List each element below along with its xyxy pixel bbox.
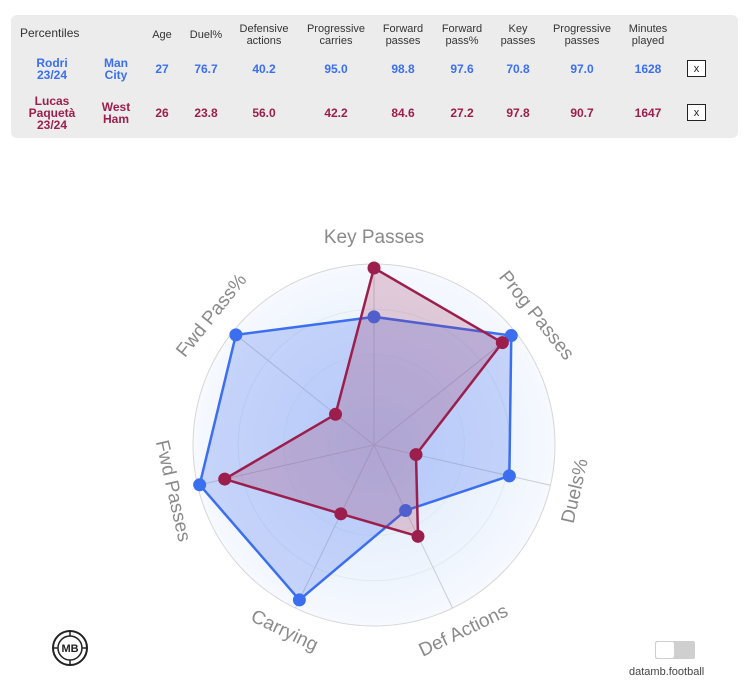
- table-cell: 84.6: [391, 106, 415, 120]
- table-cell: 97.6: [450, 62, 474, 76]
- radar-spoke: [373, 444, 551, 486]
- axis-label: Fwd Passes: [151, 438, 195, 544]
- data-point: [229, 328, 243, 342]
- data-point: [399, 504, 413, 518]
- data-point: [502, 469, 516, 483]
- table-cell: 56.0: [252, 106, 276, 120]
- data-point: [495, 336, 509, 350]
- data-point: [329, 407, 343, 421]
- series-area: [198, 315, 513, 602]
- column-header: Progressive carries: [306, 23, 366, 47]
- remove-player-button[interactable]: x: [687, 104, 706, 121]
- table-cell: 97.8: [506, 106, 530, 120]
- data-point: [292, 593, 306, 607]
- comparison-table: Percentiles Age Duel% Defensive actions Pro…: [11, 15, 738, 138]
- table-cell: 76.7: [194, 62, 218, 76]
- table-cell: 98.8: [391, 62, 415, 76]
- column-header: Key passes: [500, 23, 536, 47]
- table-cell: 97.0: [570, 62, 594, 76]
- data-point: [411, 529, 425, 543]
- column-header: Defensive actions: [239, 23, 289, 47]
- table-cell: 95.0: [324, 62, 348, 76]
- data-point: [504, 329, 518, 343]
- mb-logo-icon: MB: [52, 630, 88, 666]
- radar-spoke: [295, 444, 375, 609]
- table-cell: 23.8: [194, 106, 218, 120]
- theme-toggle[interactable]: [655, 641, 695, 659]
- axis-label: Duels%: [558, 457, 593, 526]
- data-point: [334, 507, 348, 521]
- table-cell: 27.2: [450, 106, 474, 120]
- radar-spoke: [232, 331, 375, 446]
- table-cell: 90.7: [570, 106, 594, 120]
- data-point: [193, 478, 207, 492]
- player-name: Lucas Paquetà 23/24: [28, 94, 76, 132]
- radar-spoke: [373, 331, 516, 446]
- radar-spoke: [373, 444, 453, 609]
- column-header: Age: [152, 29, 172, 41]
- table-cell: 1628: [634, 62, 662, 76]
- table-cell: 40.2: [252, 62, 276, 76]
- brand-label: datamb.football: [629, 666, 705, 678]
- team-name: Man City: [104, 56, 128, 82]
- column-header: Forward passes: [382, 23, 424, 47]
- logo-lettering: MB: [61, 643, 78, 655]
- data-point: [218, 472, 232, 486]
- toggle-knob: [656, 642, 674, 658]
- column-header: Progressive passes: [552, 23, 612, 47]
- table-cell: 70.8: [506, 62, 530, 76]
- data-point: [367, 310, 381, 324]
- table-cell: 1647: [634, 106, 662, 120]
- column-header: Duel%: [189, 29, 223, 41]
- column-header: Forward pass%: [441, 23, 483, 47]
- series-area: [223, 266, 504, 538]
- remove-player-button[interactable]: x: [687, 60, 706, 77]
- column-header: Minutes played: [628, 23, 668, 47]
- player-name: Rodri 23/24: [36, 56, 68, 82]
- data-point: [367, 261, 381, 275]
- percentiles-label: Percentiles: [20, 26, 80, 40]
- table-cell: 26: [155, 106, 169, 120]
- table-cell: 27: [155, 62, 169, 76]
- data-point: [409, 448, 423, 462]
- team-name: West Ham: [101, 100, 131, 126]
- axis-label: Key Passes: [324, 227, 424, 248]
- table-cell: 42.2: [324, 106, 348, 120]
